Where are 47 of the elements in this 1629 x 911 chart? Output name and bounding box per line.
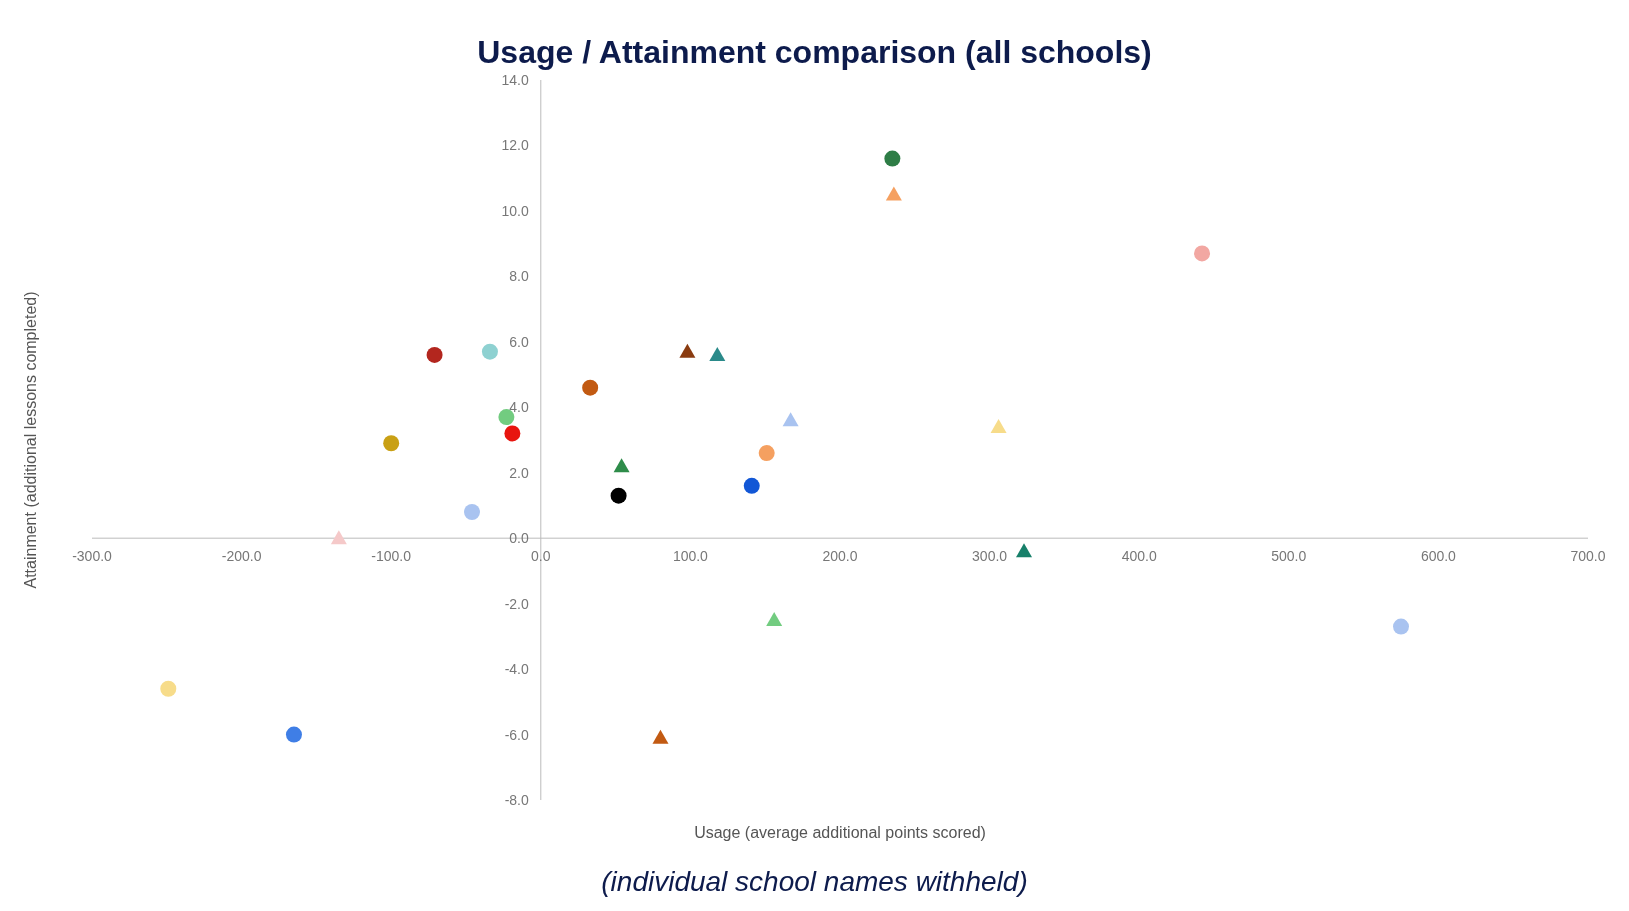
point	[766, 612, 783, 626]
point	[990, 418, 1007, 433]
y-tick-label: 0.0	[509, 530, 530, 547]
y-tick-label: 14.0	[501, 72, 530, 88]
y-tick-label: 12.0	[501, 137, 530, 154]
x-tick-label: 500.0	[1271, 548, 1307, 565]
x-tick-label: -100.0	[371, 548, 412, 565]
y-tick-label: -4.0	[504, 661, 530, 678]
point	[426, 346, 443, 363]
y-axis-title: Attainment (additional lessons completed)	[22, 291, 39, 589]
x-tick-label: -300.0	[72, 548, 113, 565]
point	[610, 487, 627, 504]
point	[504, 425, 521, 442]
point	[481, 343, 498, 360]
x-tick-label: 0.0	[531, 548, 551, 565]
point	[652, 729, 669, 744]
x-axis-title: Usage (average additional points scored)	[694, 824, 986, 841]
point	[679, 343, 696, 358]
y-tick-label: 8.0	[509, 268, 530, 285]
point	[1016, 543, 1033, 558]
x-tick-label: 300.0	[972, 548, 1008, 565]
point	[709, 346, 726, 361]
point	[743, 477, 760, 494]
text: (individual school names withheld)	[601, 866, 1028, 897]
x-tick-label: 600.0	[1420, 548, 1457, 565]
y-tick-label: 10.0	[501, 202, 530, 219]
y-tick-label: -6.0	[504, 726, 530, 743]
y-tick-label: -8.0	[504, 792, 530, 808]
x-tick-label: 200.0	[822, 548, 858, 565]
x-tick-label: 700.0	[1570, 548, 1606, 565]
point	[613, 458, 630, 473]
point	[383, 435, 400, 452]
point	[330, 530, 347, 545]
y-tick-label: -2.0	[504, 595, 530, 612]
x-tick-label: -200.0	[221, 548, 262, 565]
x-tick-label: 400.0	[1121, 548, 1157, 565]
point	[463, 504, 480, 520]
y-tick-label: 4.0	[509, 399, 530, 416]
point	[884, 150, 901, 167]
y-tick-label: 2.0	[509, 464, 530, 481]
point	[285, 726, 302, 743]
point	[1194, 245, 1211, 262]
y-tick-label: 6.0	[509, 333, 530, 350]
point	[885, 186, 902, 201]
x-tick-label: 100.0	[672, 548, 709, 565]
point	[1393, 618, 1409, 635]
chart-title: Usage / Attainment comparison (all schools)	[477, 34, 1152, 70]
